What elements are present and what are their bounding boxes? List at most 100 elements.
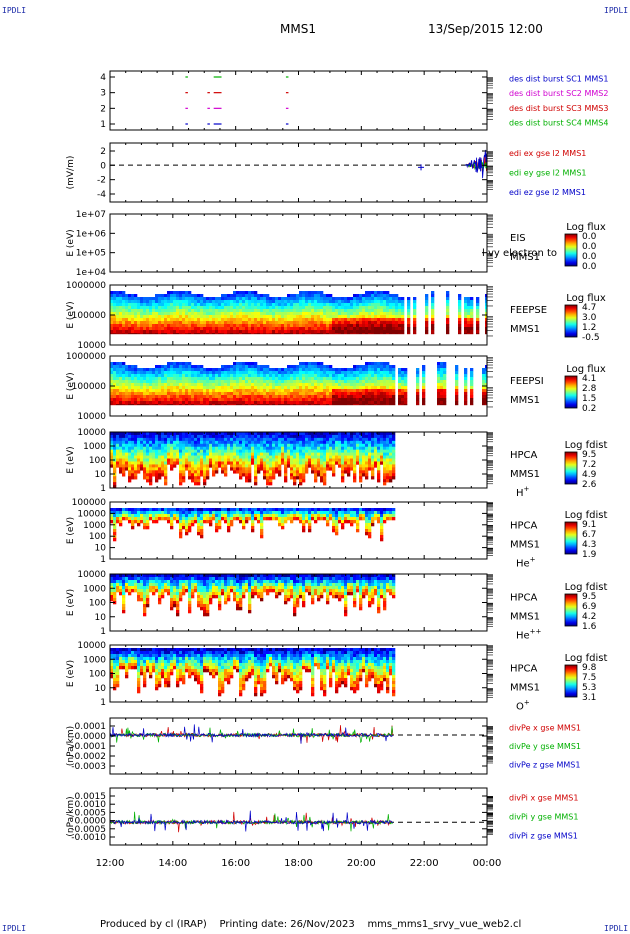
panel-divpi: 0.00150.00100.00050.0000-0.0005-0.0010(n…: [66, 788, 578, 845]
y-tick-label: 100: [89, 456, 106, 466]
y-tick-label: 0.0001: [75, 722, 107, 732]
y-tick-label: 3: [100, 89, 106, 99]
y-tick-label: -0.0001: [71, 742, 106, 752]
instrument-label: FEEPSE: [510, 305, 547, 316]
colorbar: [564, 593, 578, 627]
y-tick-label: 1e+07: [76, 210, 106, 220]
panel-divpe: 0.0001-0.0000-0.0001-0.0002-0.0003(nPa/k…: [66, 718, 581, 774]
colorbar-tick-label: 1.9: [582, 550, 597, 560]
panel-frame: [109, 431, 488, 489]
lines-divpi: [110, 810, 487, 833]
y-tick-label: 100: [89, 599, 106, 609]
y-tick-label: 10000: [77, 509, 106, 519]
panel-burst: 4 3 2 1 des dist burst SC1 MMS1 des dist burs…: [100, 71, 608, 130]
time-tick-label: 18:00: [284, 858, 313, 869]
colorbar-tick-label: 0.0: [582, 242, 597, 252]
y-tick-label: -0.0003: [71, 762, 106, 772]
y-tick-label: -2: [97, 176, 106, 186]
colorbar: [564, 375, 578, 409]
species-label: He++: [516, 628, 542, 642]
instrument-label: HPCA: [510, 593, 538, 604]
lines-edi: [110, 149, 487, 179]
series-line: [110, 810, 394, 832]
panel-feepse: 1000000 100000 10000 E (eV) FEEPSE MMS1 Log fl…: [66, 281, 606, 351]
spacecraft-label: MMS1: [510, 395, 540, 406]
y-tick-label: 100000: [72, 382, 107, 392]
y-tick-label: 4: [100, 73, 106, 83]
spacecraft-title: MMS1: [280, 22, 316, 36]
panel-frame: [109, 573, 488, 632]
spacecraft-label: MMS1: [510, 612, 540, 623]
corner-label-top-left: IPDLI: [2, 6, 27, 15]
legend-entry: des dist burst SC2 MMS2: [509, 89, 608, 98]
legend-entry: des dist burst SC3 MMS3: [509, 104, 608, 113]
panel-edi: 2 0 -2 -4 (mV/m) edi ex gse l2 MMS1 edi ey gse…: [66, 143, 587, 202]
spectrogram-hpca_h: [110, 432, 396, 488]
y-tick-label: 1000: [83, 442, 106, 452]
legend-entry: divPe x gse MMS1: [509, 723, 581, 732]
panel-frame: [109, 787, 488, 846]
colorbar-title: Log fdist: [565, 653, 608, 664]
colorbar-title: Log flux: [566, 364, 606, 375]
y-tick-label: -4: [97, 190, 106, 200]
colorbar-title: Log flux: [566, 293, 606, 304]
panel-frame: [109, 717, 488, 775]
colorbar-tick-label: 6.9: [582, 602, 597, 612]
y-tick-label: 1: [100, 555, 106, 565]
panel-frame: [109, 284, 488, 346]
series-line: [110, 724, 394, 744]
colorbar: [564, 664, 578, 698]
spectrogram-hpca_hepp: [110, 574, 396, 617]
instrument-label: HPCA: [510, 450, 538, 461]
colorbar-tick-label: 4.1: [582, 374, 596, 384]
y-tick-label: -0.0002: [71, 752, 106, 762]
datetime-title: 13/Sep/2015 12:00: [428, 22, 543, 36]
panel-frame: [109, 644, 488, 703]
panel-hpca_o: 10000 1000 100 10 1 E (eV) HPCA MMS1 O+ Log fdist…: [66, 641, 607, 713]
y-tick-label: 1e+04: [76, 268, 107, 278]
y-tick-label: 1000: [83, 655, 106, 665]
spacecraft-label: MMS1: [510, 324, 540, 335]
y-tick-label: 10000: [77, 641, 106, 651]
colorbar-tick-label: 4.7: [582, 303, 596, 313]
y-tick-label: 1: [100, 120, 106, 130]
species-label: H+: [516, 485, 530, 499]
colorbar-tick-label: 1.5: [582, 394, 596, 404]
colorbar-tick-label: 9.5: [582, 450, 596, 460]
y-tick-label: 100000: [72, 311, 107, 321]
y-tick-label: -0.0005: [71, 825, 106, 835]
legend-entry: divPe y gse MMS1: [509, 742, 581, 751]
colorbar-tick-label: 0.0: [582, 252, 597, 262]
spectrogram-hpca_he: [110, 508, 396, 542]
colorbar-title: Log fdist: [565, 582, 608, 593]
spacecraft-label: MMS1: [510, 683, 540, 694]
spacecraft-label: MMS1: [510, 469, 540, 480]
colorbar: [564, 521, 578, 555]
colorbar-tick-label: 5.3: [582, 683, 596, 693]
panel-eis: 1e+07 1e+06 1e+05 1e+04 E (eV) EIS MMS1 Log flu…: [66, 210, 606, 278]
colorbar-tick-label: 6.7: [582, 530, 596, 540]
y-tick-label: 10: [95, 544, 107, 554]
y-tick-label: 0.0010: [75, 800, 107, 810]
y-axis-label: E (eV): [66, 229, 76, 256]
legend-entry: divPi z gse MMS1: [509, 832, 578, 841]
y-axis-label: E (eV): [66, 660, 76, 687]
footer-filename: mms_mms1_srvy_vue_web2.cl: [367, 919, 522, 930]
y-tick-label: 1000: [83, 521, 106, 531]
time-tick-label: 14:00: [158, 858, 187, 869]
colorbar: [564, 233, 578, 267]
colorbar-tick-label: 0.0: [582, 232, 597, 242]
legend-entry: edi ex gse l2 MMS1: [509, 149, 586, 158]
footer-printing-date: Printing date: 26/Nov/2023: [219, 919, 355, 930]
panel-frame: [109, 70, 488, 131]
spectrogram-hpca_o: [110, 648, 396, 697]
y-tick-label: 1e+05: [76, 249, 106, 259]
colorbar-tick-label: 9.1: [582, 520, 596, 530]
colorbar-tick-label: 1.6: [582, 622, 597, 632]
y-tick-label: 10: [95, 613, 107, 623]
time-tick-label: 22:00: [410, 858, 439, 869]
y-tick-label: 1: [100, 484, 106, 494]
instrument-label: HPCA: [510, 664, 538, 675]
